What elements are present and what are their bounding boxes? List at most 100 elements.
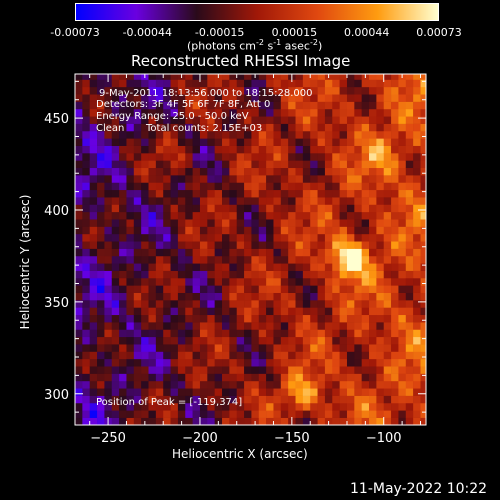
heatmap-cell: [310, 197, 318, 205]
heatmap-cell: [75, 292, 83, 301]
heatmap-cell: [207, 292, 215, 301]
heatmap-cell: [420, 79, 427, 88]
heatmap-cell: [222, 380, 230, 389]
heatmap-cell: [258, 314, 267, 323]
heatmap-cell: [141, 116, 149, 124]
heatmap-cell: [185, 167, 193, 176]
heatmap-cell: [273, 344, 282, 352]
heatmap-cell: [383, 344, 392, 352]
heatmap-cell: [295, 197, 304, 205]
heatmap-cell: [280, 336, 289, 345]
heatmap-cell: [192, 366, 201, 374]
heatmap-cell: [376, 123, 385, 132]
heatmap-cell: [133, 175, 142, 183]
heatmap-cell: [207, 79, 215, 88]
heatmap-cell: [302, 86, 311, 95]
heatmap-cell: [82, 167, 91, 176]
heatmap-cell: [199, 322, 208, 330]
heatmap-cell: [177, 145, 186, 154]
heatmap-cell: [346, 410, 355, 418]
heatmap-cell: [133, 108, 142, 117]
heatmap-cell: [177, 116, 186, 124]
heatmap-cell: [185, 116, 193, 124]
heatmap-cell: [339, 204, 348, 213]
heatmap-cell: [405, 204, 414, 213]
heatmap-cell: [369, 226, 377, 235]
heatmap-cell: [82, 410, 91, 418]
heatmap-cell: [376, 322, 385, 330]
heatmap-cell: [177, 270, 186, 279]
heatmap-cell: [420, 233, 427, 242]
heatmap-cell: [258, 101, 267, 110]
heatmap-cell: [354, 307, 362, 316]
heatmap-cell: [376, 211, 385, 220]
heatmap-cell: [214, 263, 223, 271]
heatmap-cell: [398, 351, 407, 360]
heatmap-cell: [236, 307, 245, 316]
heatmap-cell: [405, 410, 414, 418]
heatmap-cell: [413, 153, 421, 161]
heatmap-cell: [89, 130, 98, 139]
heatmap-cell: [413, 226, 421, 235]
heatmap-cell: [199, 94, 208, 102]
heatmap-cell: [244, 101, 252, 110]
heatmap-cell: [170, 116, 179, 124]
heatmap-cell: [244, 189, 252, 198]
heatmap-cell: [244, 226, 252, 235]
heatmap-cell: [229, 219, 238, 227]
heatmap-cell: [222, 94, 230, 102]
heatmap-cell: [111, 86, 120, 95]
heatmap-cell: [133, 233, 142, 242]
heatmap-cell: [413, 219, 421, 227]
heatmap-cell: [420, 255, 427, 264]
heatmap-cell: [258, 189, 267, 198]
heatmap-cell: [405, 74, 414, 80]
heatmap-cell: [104, 263, 113, 271]
heatmap-cell: [324, 130, 333, 139]
heatmap-cell: [288, 277, 296, 286]
heatmap-cell: [324, 145, 333, 154]
heatmap-cell: [405, 233, 414, 242]
heatmap-cell: [310, 160, 318, 169]
heatmap-cell: [310, 226, 318, 235]
heatmap-cell: [170, 138, 179, 146]
heatmap-cell: [148, 402, 157, 411]
heatmap-cell: [346, 270, 355, 279]
heatmap-cell: [376, 314, 385, 323]
heatmap-cell: [244, 329, 252, 338]
heatmap-cell: [155, 270, 164, 279]
heatmap-cell: [398, 108, 407, 117]
heatmap-cell: [82, 314, 91, 323]
heatmap-cell: [420, 373, 427, 382]
heatmap-cell: [398, 336, 407, 345]
heatmap-cell: [405, 123, 414, 132]
heatmap-cell: [207, 197, 215, 205]
heatmap-cell: [155, 160, 164, 169]
heatmap-cell: [97, 417, 105, 426]
heatmap-cell: [383, 86, 392, 95]
heatmap-cell: [229, 285, 238, 293]
heatmap-cell: [119, 402, 127, 411]
heatmap-cell: [148, 211, 157, 220]
heatmap-cell: [141, 204, 149, 213]
heatmap-cell: [383, 241, 392, 249]
heatmap-cell: [339, 79, 348, 88]
heatmap-cell: [258, 108, 267, 117]
heatmap-cell: [229, 211, 238, 220]
heatmap-cell: [339, 292, 348, 301]
heatmap-cell: [413, 211, 421, 220]
heatmap-cell: [111, 79, 120, 88]
heatmap-cell: [354, 402, 362, 411]
heatmap-cell: [82, 277, 91, 286]
heatmap-cell: [148, 410, 157, 418]
heatmap-cell: [170, 373, 179, 382]
heatmap-cell: [332, 380, 340, 389]
heatmap-cell: [111, 116, 120, 124]
plot-frame: [74, 73, 427, 426]
heatmap-cell: [199, 153, 208, 161]
heatmap-cell: [97, 123, 105, 132]
heatmap-cell: [148, 366, 157, 374]
heatmap-cell: [332, 410, 340, 418]
heatmap-cell: [163, 116, 171, 124]
heatmap-cell: [310, 219, 318, 227]
